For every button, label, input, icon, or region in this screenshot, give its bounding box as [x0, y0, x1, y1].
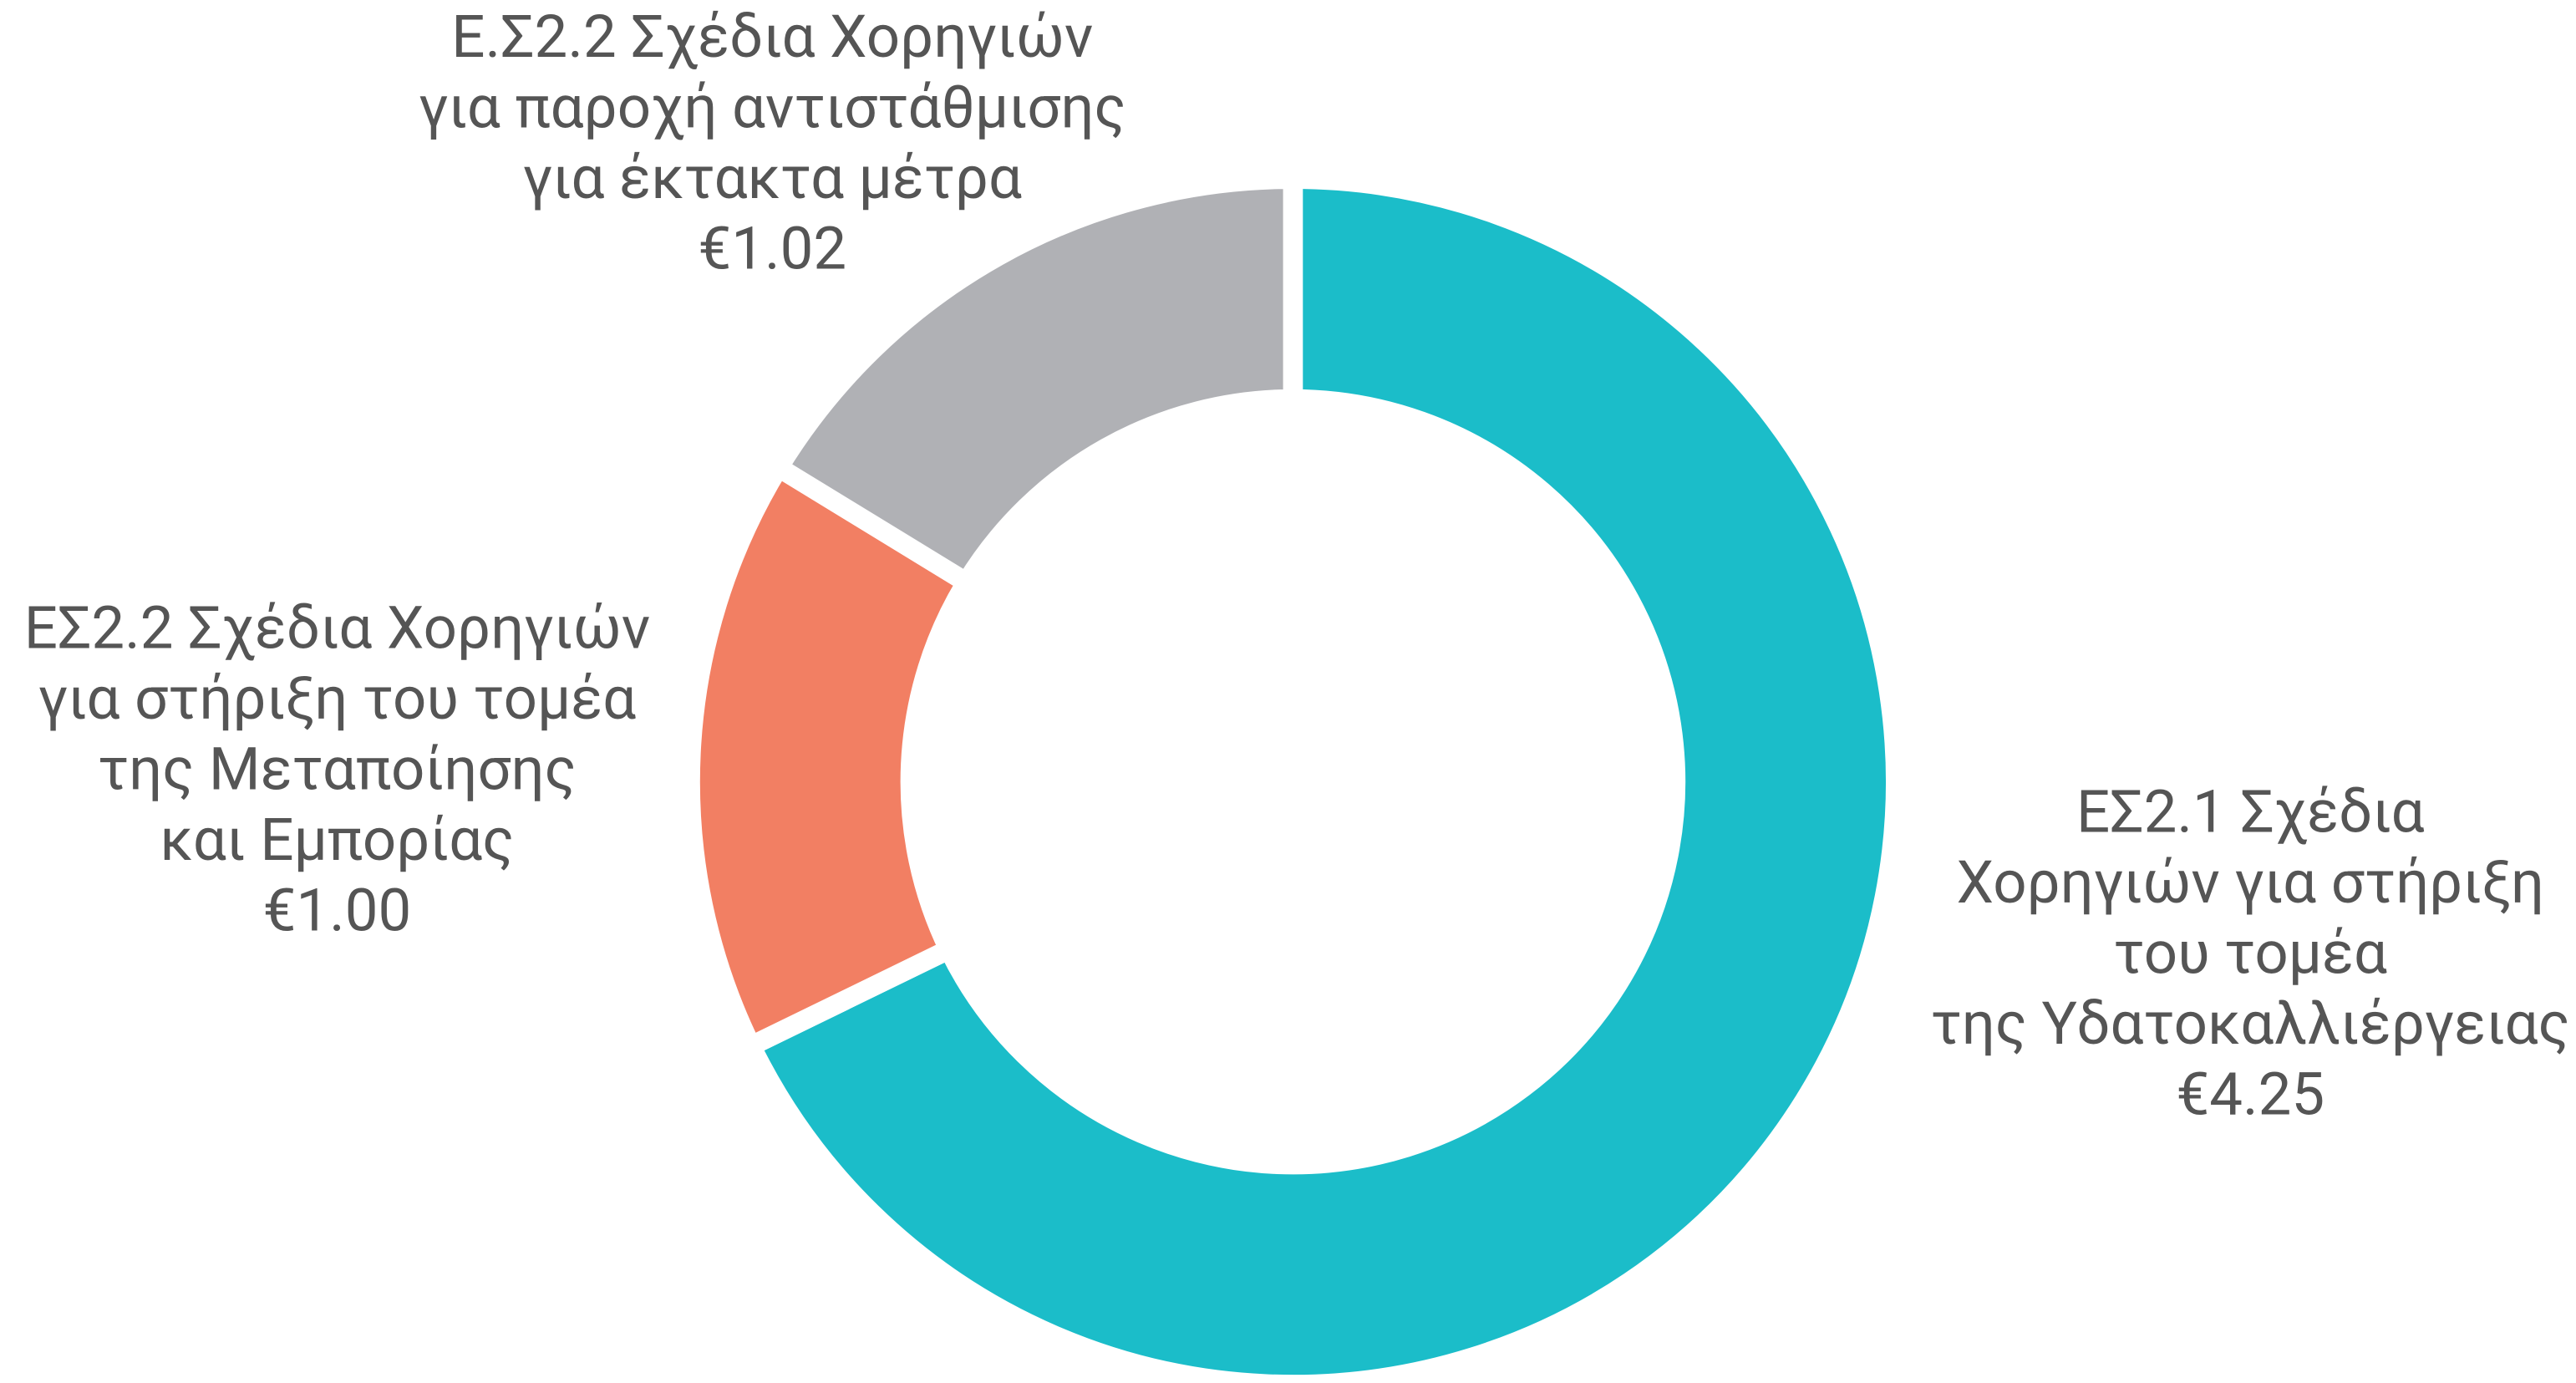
- donut-slice: [738, 169, 1906, 1383]
- slice-label: και Εμπορίας: [160, 806, 515, 875]
- value-label: €1.00: [263, 877, 412, 946]
- donut-slice: [680, 454, 980, 1060]
- value-label: €1.02: [698, 214, 846, 283]
- slice-label: Ε.Σ2.2 Σχέδια Χορηγιών: [451, 3, 1093, 72]
- value-label: €4.25: [2176, 1060, 2324, 1130]
- slice-label: Χορηγιών για στήριξη: [1957, 848, 2544, 918]
- slice-label: για έκτακτα μέτρα: [523, 144, 1022, 213]
- slice-label: ΕΣ2.2 Σχέδια Χορηγιών: [24, 593, 650, 663]
- slice-label: της Μεταποίησης: [98, 735, 576, 804]
- slice-label: του τομέα: [2114, 919, 2387, 989]
- slice-label: ΕΣ2.1 Σχέδια: [2076, 778, 2425, 847]
- slice-label: για στήριξη του τομέα: [38, 664, 637, 734]
- donut-slice: [765, 169, 1303, 596]
- slice-label: της Υδατοκαλλιέργειας: [1931, 989, 2570, 1059]
- slice-label: για παροχή αντιστάθμισης: [419, 73, 1126, 142]
